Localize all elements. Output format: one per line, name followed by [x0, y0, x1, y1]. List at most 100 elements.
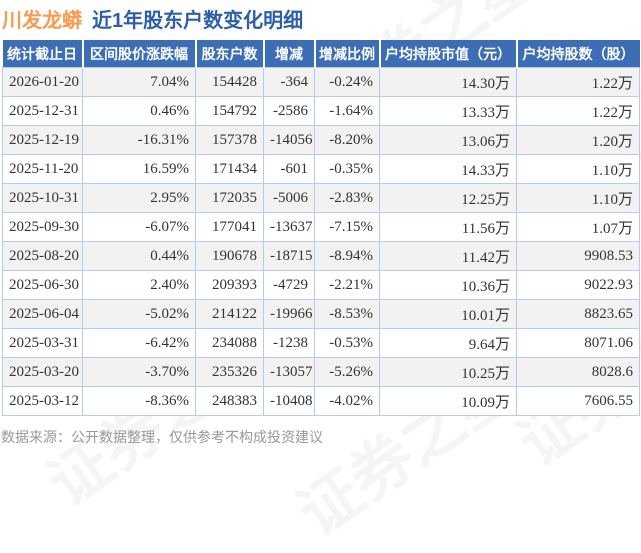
- avg-holding-shares-cell: 9022.93: [516, 270, 640, 300]
- avg-holding-value-cell: 14.30万: [379, 67, 517, 97]
- delta-cell: -14056: [263, 125, 315, 155]
- delta-pct-cell: -8.53%: [314, 299, 380, 329]
- delta-cell: -1238: [263, 328, 315, 358]
- table-header: 统计截止日 区间股价涨跌幅 股东户数 增减 增减比例 户均持股市值（元） 户均持股数（股）: [2, 40, 640, 68]
- holder-count-cell: 154792: [195, 96, 264, 126]
- avg-holding-shares-cell: 7606.55: [516, 386, 640, 416]
- table-row: 2025-06-30 2.40% 209393 -4729 -2.21% 10.36万 90…: [2, 270, 640, 300]
- page-title: 川发龙蟒 近1年股东户数变化明细: [2, 4, 303, 33]
- column-header-price-change-cell: 区间股价涨跌幅: [81, 40, 196, 68]
- holder-count-cell: 177041: [195, 212, 264, 242]
- avg-holding-value-cell: 13.33万: [379, 96, 517, 126]
- price-change-cell: 2.40%: [82, 270, 196, 300]
- holder-count-cell: 190678: [195, 241, 264, 271]
- price-change-cell: -3.70%: [82, 357, 196, 387]
- price-change-cell: -8.36%: [82, 386, 196, 416]
- avg-holding-value-cell: 11.56万: [379, 212, 517, 242]
- avg-holding-value-cell: 14.33万: [379, 154, 517, 184]
- avg-holding-shares-cell: 9908.53: [516, 241, 640, 271]
- avg-holding-shares-cell: 8071.06: [516, 328, 640, 358]
- avg-holding-value-cell: 12.25万: [379, 183, 517, 213]
- table-row: 2025-10-31 2.95% 172035 -5006 -2.83% 12.25万 1.…: [2, 183, 640, 213]
- holder-count-cell: 214122: [195, 299, 264, 329]
- price-change-cell: -5.02%: [82, 299, 196, 329]
- table-row: 2025-12-31 0.46% 154792 -2586 -1.64% 13.33万 1.…: [2, 96, 640, 126]
- holder-count-cell: 154428: [195, 67, 264, 97]
- stat-date-cell: 2025-10-31: [2, 183, 83, 213]
- column-header-delta-cell: 增减: [262, 40, 315, 68]
- stat-date-cell: 2025-09-30: [2, 212, 83, 242]
- delta-cell: -18715: [263, 241, 315, 271]
- stat-date-cell: 2025-06-04: [2, 299, 83, 329]
- stat-date-cell: 2025-11-20: [2, 154, 83, 184]
- stat-date-cell: 2025-06-30: [2, 270, 83, 300]
- stock-name: 川发龙蟒: [2, 10, 82, 32]
- delta-cell: -10408: [263, 386, 315, 416]
- avg-holding-shares-cell: 8028.6: [516, 357, 640, 387]
- holder-count-cell: 209393: [195, 270, 264, 300]
- delta-cell: -13637: [263, 212, 315, 242]
- table-body: 2026-01-20 7.04% 154428 -364 -0.24% 14.30万 1.2…: [2, 67, 640, 416]
- delta-pct-cell: -8.94%: [314, 241, 380, 271]
- stat-date-cell: 2025-03-20: [2, 357, 83, 387]
- data-source-note: 数据来源：公开数据整理，仅供参考不构成投资建议: [1, 429, 323, 445]
- delta-pct-cell: -0.53%: [314, 328, 380, 358]
- column-header-delta-pct-cell: 增减比例: [313, 40, 380, 68]
- stat-date-cell: 2025-08-20: [2, 241, 83, 271]
- delta-cell: -5006: [263, 183, 315, 213]
- price-change-cell: -6.42%: [82, 328, 196, 358]
- delta-pct-cell: -2.21%: [314, 270, 380, 300]
- delta-pct-cell: -1.64%: [314, 96, 380, 126]
- avg-holding-value-cell: 10.01万: [379, 299, 517, 329]
- table-header-row: 统计截止日 区间股价涨跌幅 股东户数 增减 增减比例 户均持股市值（元） 户均持股数（股）: [2, 40, 640, 68]
- holder-count-cell: 248383: [195, 386, 264, 416]
- delta-pct-cell: -8.20%: [314, 125, 380, 155]
- price-change-cell: -6.07%: [82, 212, 196, 242]
- table-row: 2025-11-20 16.59% 171434 -601 -0.35% 14.33万 1.…: [2, 154, 640, 184]
- stat-date-cell: 2025-03-12: [2, 386, 83, 416]
- column-header-avg-holding-value-cell: 户均持股市值（元）: [378, 40, 517, 68]
- table-row: 2025-09-30 -6.07% 177041 -13637 -7.15% 11.56万…: [2, 212, 640, 242]
- delta-cell: -4729: [263, 270, 315, 300]
- delta-pct-cell: -5.26%: [314, 357, 380, 387]
- delta-pct-cell: -0.35%: [314, 154, 380, 184]
- table-row: 2025-03-12 -8.36% 248383 -10408 -4.02% 10.09万…: [2, 386, 640, 416]
- column-header-avg-holding-shares-cell: 户均持股数（股）: [515, 40, 640, 68]
- price-change-cell: 7.04%: [82, 67, 196, 97]
- holder-count-cell: 235326: [195, 357, 264, 387]
- avg-holding-value-cell: 13.06万: [379, 125, 517, 155]
- avg-holding-value-cell: 10.09万: [379, 386, 517, 416]
- table-row: 2026-01-20 7.04% 154428 -364 -0.24% 14.30万 1.2…: [2, 67, 640, 97]
- table-row: 2025-06-04 -5.02% 214122 -19966 -8.53% 10.01万…: [2, 299, 640, 329]
- delta-pct-cell: -7.15%: [314, 212, 380, 242]
- delta-pct-cell: -2.83%: [314, 183, 380, 213]
- holder-count-cell: 172035: [195, 183, 264, 213]
- stat-date-cell: 2026-01-20: [2, 67, 83, 97]
- avg-holding-shares-cell: 1.07万: [516, 212, 640, 242]
- price-change-cell: 2.95%: [82, 183, 196, 213]
- avg-holding-shares-cell: 1.22万: [516, 67, 640, 97]
- table-row: 2025-08-20 0.44% 190678 -18715 -8.94% 11.42万 9…: [2, 241, 640, 271]
- delta-cell: -601: [263, 154, 315, 184]
- title-subtitle: 近1年股东户数变化明细: [92, 10, 304, 32]
- shareholder-table: 统计截止日 区间股价涨跌幅 股东户数 增减 增减比例 户均持股市值（元） 户均持股数（股） …: [2, 40, 640, 416]
- avg-holding-shares-cell: 8823.65: [516, 299, 640, 329]
- avg-holding-shares-cell: 1.10万: [516, 154, 640, 184]
- avg-holding-value-cell: 9.64万: [379, 328, 517, 358]
- delta-cell: -13057: [263, 357, 315, 387]
- delta-pct-cell: -4.02%: [314, 386, 380, 416]
- price-change-cell: 0.46%: [82, 96, 196, 126]
- column-header-holder-count-cell: 股东户数: [194, 40, 264, 68]
- holder-count-cell: 234088: [195, 328, 264, 358]
- delta-cell: -19966: [263, 299, 315, 329]
- avg-holding-value-cell: 10.25万: [379, 357, 517, 387]
- table-row: 2025-03-31 -6.42% 234088 -1238 -0.53% 9.64万 80…: [2, 328, 640, 358]
- table-row: 2025-12-19 -16.31% 157378 -14056 -8.20% 13.06…: [2, 125, 640, 155]
- delta-pct-cell: -0.24%: [314, 67, 380, 97]
- stat-date-cell: 2025-12-31: [2, 96, 83, 126]
- table-row: 2025-03-20 -3.70% 235326 -13057 -5.26% 10.25万…: [2, 357, 640, 387]
- column-header-stat-date-cell: 统计截止日: [2, 40, 83, 68]
- price-change-cell: -16.31%: [82, 125, 196, 155]
- price-change-cell: 0.44%: [82, 241, 196, 271]
- holder-count-cell: 157378: [195, 125, 264, 155]
